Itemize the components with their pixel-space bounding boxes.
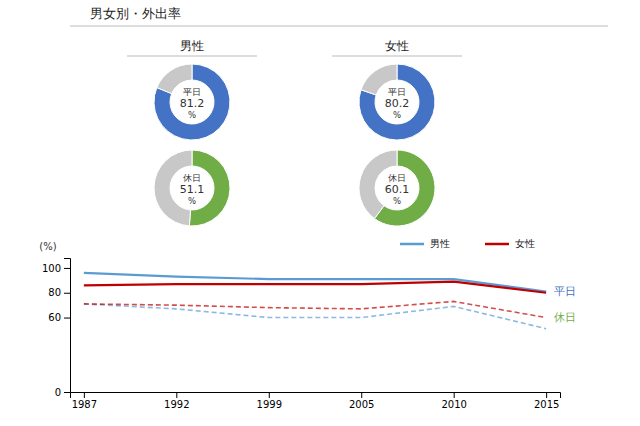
column-header-rule (332, 56, 462, 57)
x-tick-mark (361, 392, 362, 398)
y-axis: 0 60 80 100 (42, 259, 71, 398)
y-tick-label: 60 (48, 312, 61, 323)
donut-label: 平日 (183, 87, 201, 97)
series-line (84, 282, 546, 293)
y-axis-label: (%) (39, 241, 56, 252)
y-tick: 80 (48, 287, 70, 298)
y-tick-mark (64, 268, 70, 269)
column-header: 男性 (180, 39, 204, 53)
x-tick-mark (454, 392, 455, 398)
column-header: 女性 (385, 39, 409, 53)
legend: 男性 女性 (400, 238, 535, 249)
donut-label: 平日 (388, 87, 406, 97)
donut-slices (154, 64, 230, 140)
donut-slices (154, 150, 230, 226)
donut-unit: % (393, 110, 401, 120)
x-tick-label: 2010 (441, 399, 466, 410)
x-tick-label: 2015 (534, 399, 559, 410)
legend-label: 男性 (430, 238, 450, 249)
line-end-label: 休日 (554, 311, 576, 324)
line-end-label: 平日 (554, 285, 576, 298)
donut-unit: % (188, 110, 196, 120)
x-tick: 2015 (534, 392, 559, 410)
x-tick-label: 2005 (349, 399, 374, 410)
plot-area (84, 273, 546, 329)
donut-slice (154, 64, 230, 140)
donut: 平日81.2% (154, 64, 230, 140)
x-axis: 1987 1992 1999 2005 2010 2015 (71, 392, 561, 410)
x-tick-mark (269, 392, 270, 398)
series-line (84, 273, 546, 292)
x-tick: 1992 (164, 392, 189, 410)
donut: 平日80.2% (359, 64, 435, 140)
legend-swatch (485, 243, 509, 246)
title-rule (70, 26, 608, 27)
y-tick: 0 (55, 387, 70, 398)
y-tick-label: 100 (42, 263, 61, 274)
x-tick: 2010 (441, 392, 466, 410)
donut-label: 休日 (388, 173, 406, 183)
x-axis-line (71, 393, 561, 399)
donut-unit: % (393, 196, 401, 206)
chart-root: 男女別・外出率男性平日81.2%女性平日80.2%休日51.1%休日60.1%0… (0, 0, 640, 426)
donut-slice (359, 64, 435, 140)
x-tick-mark (546, 392, 547, 398)
donut-slices (359, 64, 435, 140)
y-tick: 60 (48, 312, 70, 323)
x-tick-label: 1999 (257, 399, 282, 410)
y-tick-mark (64, 392, 70, 393)
x-tick-mark (84, 392, 85, 398)
donut-value: 81.2 (180, 97, 205, 110)
donut: 休日51.1% (154, 150, 230, 226)
donut-value: 51.1 (180, 183, 205, 196)
donut-unit: % (188, 196, 196, 206)
series-line (84, 301, 546, 317)
y-axis-line (64, 259, 71, 393)
x-tick: 2005 (349, 392, 374, 410)
series-line (84, 304, 546, 329)
title: 男女別・外出率 (90, 6, 181, 21)
y-tick-mark (64, 318, 70, 319)
y-tick: 100 (42, 263, 70, 274)
y-tick-label: 80 (48, 287, 61, 298)
legend-swatch (400, 243, 424, 246)
donut-label: 休日 (183, 173, 201, 183)
x-tick-label: 1992 (164, 399, 189, 410)
x-tick-label: 1987 (72, 399, 97, 410)
x-tick-mark (176, 392, 177, 398)
legend-label: 女性 (515, 238, 535, 249)
column-header-rule (127, 56, 257, 57)
x-tick: 1987 (72, 392, 97, 410)
y-tick-mark (64, 293, 70, 294)
y-tick-label: 0 (55, 387, 61, 398)
donut-slices (359, 150, 435, 226)
x-tick: 1999 (257, 392, 282, 410)
donut-value: 60.1 (385, 183, 410, 196)
donut-value: 80.2 (385, 97, 410, 110)
donut: 休日60.1% (359, 150, 435, 226)
